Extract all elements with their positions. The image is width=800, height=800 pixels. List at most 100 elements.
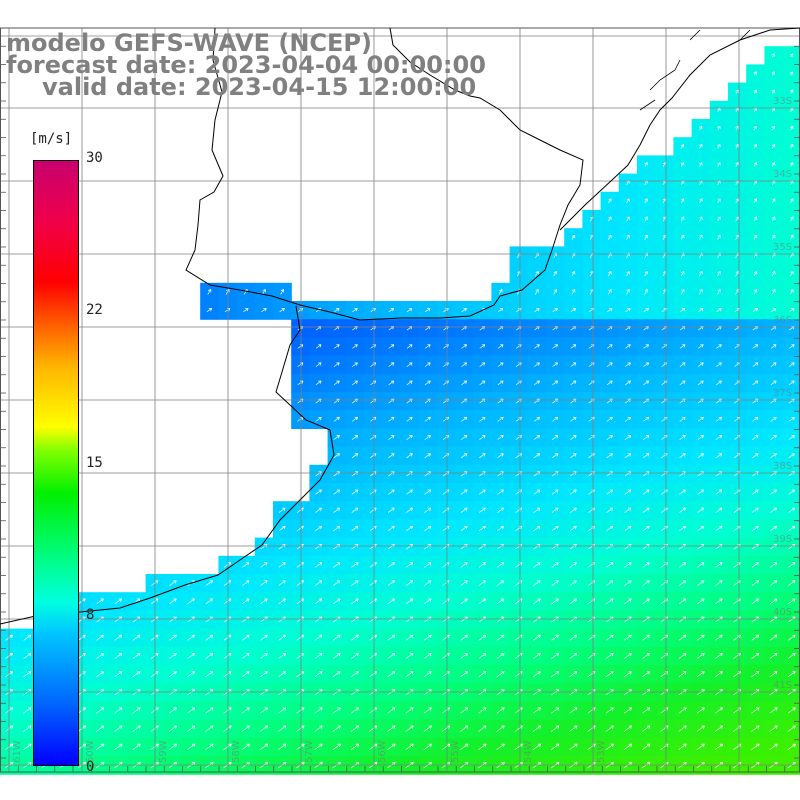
- wind-speed-cell: [345, 756, 365, 775]
- wind-speed-cell: [36, 719, 56, 739]
- wind-arrow: [278, 634, 286, 641]
- wind-speed-cell: [273, 574, 292, 593]
- wind-arrow: [169, 671, 177, 678]
- wind-arrow: [643, 344, 650, 349]
- wind-speed-cell: [509, 373, 529, 393]
- wind-speed-cell: [673, 537, 693, 557]
- wind-speed-cell: [637, 301, 656, 320]
- wind-speed-cell: [36, 665, 56, 684]
- wind-arrow: [625, 362, 631, 367]
- wind-speed-cell: [400, 719, 420, 739]
- wind-speed-cell: [509, 264, 529, 284]
- wind-arrow: [387, 634, 396, 641]
- wind-speed-cell: [127, 628, 147, 648]
- wind-arrow: [478, 634, 487, 641]
- wind-speed-cell: [527, 610, 547, 630]
- wind-speed-cell: [582, 373, 602, 393]
- wind-arrow: [551, 652, 560, 659]
- wind-speed-cell: [764, 301, 784, 320]
- wind-speed-cell: [764, 483, 784, 502]
- wind-speed-cell: [746, 100, 765, 120]
- wind-speed-cell: [746, 155, 765, 175]
- wind-speed-cell: [455, 719, 474, 739]
- wind-arrow: [442, 507, 450, 513]
- wind-speed-cell: [509, 319, 529, 338]
- wind-speed-cell: [527, 464, 547, 484]
- wind-speed-cell: [364, 756, 383, 775]
- wind-speed-cell: [728, 301, 747, 320]
- wind-speed-cell: [236, 282, 256, 302]
- wind-arrow: [716, 344, 722, 349]
- wind-speed-cell: [618, 646, 638, 666]
- wind-arrow: [644, 198, 648, 204]
- wind-arrow: [533, 525, 541, 532]
- wind-speed-cell: [509, 592, 529, 611]
- wind-speed-cell: [746, 337, 765, 357]
- wind-speed-cell: [91, 683, 110, 702]
- wind-speed-cell: [418, 355, 438, 375]
- wind-speed-cell: [455, 574, 474, 593]
- wind-speed-cell: [400, 555, 420, 575]
- wind-arrow: [587, 598, 596, 605]
- wind-arrow: [515, 562, 523, 568]
- wind-arrow: [697, 416, 704, 422]
- wind-speed-cell: [618, 665, 638, 684]
- wind-arrow: [278, 671, 287, 678]
- wind-speed-cell: [637, 537, 656, 557]
- wind-arrow: [787, 634, 796, 641]
- wind-speed-cell: [600, 446, 620, 466]
- wind-speed-cell: [600, 701, 620, 721]
- wind-speed-cell: [764, 719, 784, 739]
- wind-speed-cell: [473, 446, 492, 466]
- wind-speed-cell: [673, 719, 693, 739]
- wind-arrow: [623, 743, 633, 751]
- wind-arrow: [552, 307, 558, 313]
- wind-arrow: [296, 707, 305, 714]
- wind-arrow: [351, 435, 359, 440]
- wind-speed-cell: [728, 646, 747, 666]
- wind-speed-cell: [746, 228, 765, 247]
- wind-speed-cell: [182, 646, 201, 666]
- wind-arrow: [715, 507, 723, 513]
- wind-speed-cell: [309, 628, 329, 648]
- wind-speed-cell: [418, 501, 438, 520]
- lon-label: 60W: [85, 740, 96, 763]
- wind-speed-cell: [691, 501, 711, 520]
- wind-speed-cell: [109, 719, 128, 739]
- wind-speed-cell: [273, 701, 292, 721]
- wind-arrow: [787, 707, 796, 714]
- wind-arrow: [206, 307, 213, 313]
- wind-arrow: [770, 525, 778, 532]
- wind-speed-cell: [382, 446, 401, 466]
- wind-arrow: [423, 634, 432, 641]
- wind-speed-cell: [109, 592, 128, 611]
- wind-speed-cell: [491, 628, 511, 648]
- wind-arrow: [388, 435, 395, 440]
- wind-speed-cell: [54, 737, 74, 757]
- wind-arrow: [424, 580, 432, 586]
- wind-arrow: [314, 562, 323, 568]
- wind-arrow: [406, 453, 413, 459]
- wind-arrow: [387, 562, 395, 568]
- wind-speed-cell: [709, 155, 729, 175]
- wind-arrow: [769, 562, 778, 568]
- wind-arrow: [387, 598, 396, 605]
- wind-speed-cell: [564, 737, 583, 757]
- wind-arrow: [698, 270, 703, 277]
- wind-arrow: [752, 344, 759, 349]
- wind-speed-cell: [600, 665, 620, 684]
- wind-arrow: [278, 507, 286, 513]
- wind-speed-cell: [473, 319, 492, 338]
- wind-arrow: [460, 489, 468, 495]
- wind-arrow: [644, 216, 648, 222]
- wind-arrow: [332, 652, 341, 659]
- wind-speed-cell: [618, 428, 638, 448]
- wind-speed-cell: [582, 646, 602, 666]
- wind-speed-cell: [691, 246, 711, 266]
- wind-arrow: [424, 525, 432, 532]
- wind-speed-cell: [527, 410, 547, 429]
- wind-speed-cell: [509, 683, 529, 702]
- wind-arrow: [114, 671, 123, 678]
- wind-arrow: [679, 362, 686, 367]
- wind-arrow: [352, 307, 358, 313]
